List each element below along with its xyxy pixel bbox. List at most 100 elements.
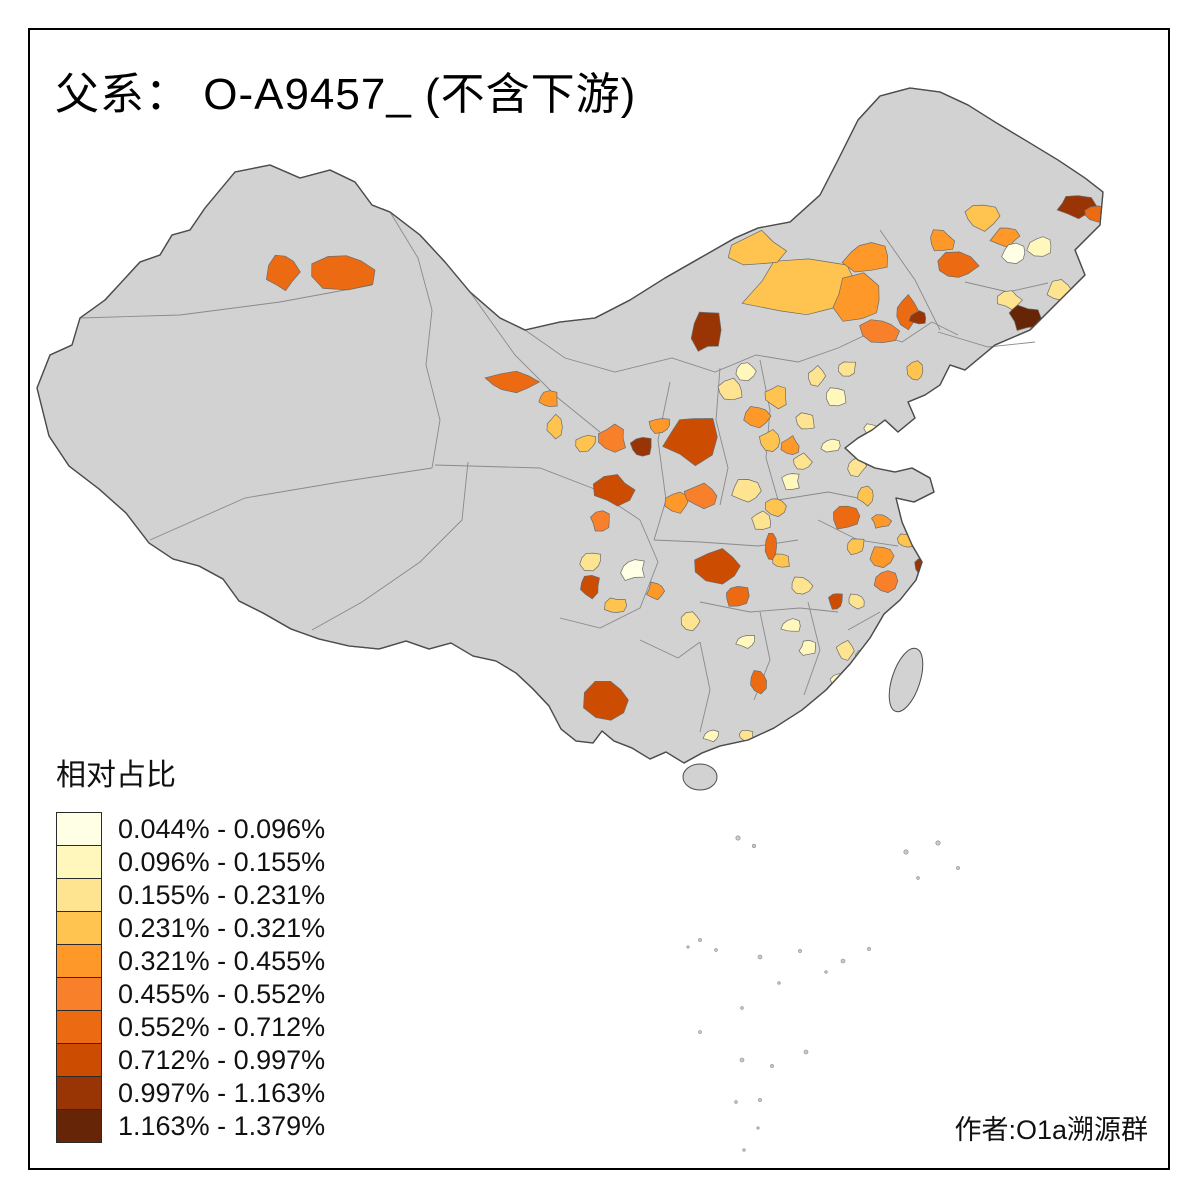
map-region xyxy=(727,229,788,266)
map-region xyxy=(1026,236,1052,257)
map-region xyxy=(846,538,865,556)
map-region xyxy=(997,290,1024,311)
map-region xyxy=(808,365,827,387)
map-region xyxy=(781,473,800,491)
map-region xyxy=(791,727,806,739)
legend-swatch xyxy=(56,812,102,846)
map-region xyxy=(683,482,718,510)
map-region xyxy=(841,242,888,273)
map-region xyxy=(741,258,860,316)
map-region xyxy=(726,586,750,607)
legend-item: 0.455% - 0.552% xyxy=(56,977,325,1011)
map-region xyxy=(598,423,626,453)
map-region xyxy=(484,370,541,394)
legend-items: 0.044% - 0.096% 0.096% - 0.155% 0.155% - 0… xyxy=(56,812,325,1143)
legend-label: 1.163% - 1.379% xyxy=(118,1110,326,1141)
legend-item: 0.044% - 0.096% xyxy=(56,812,325,846)
map-region xyxy=(717,377,743,401)
map-region xyxy=(311,255,376,291)
legend-swatch xyxy=(56,1043,102,1077)
south-china-sea-islands xyxy=(686,835,960,1152)
map-region xyxy=(662,418,718,467)
map-region xyxy=(964,204,1001,232)
legend-swatch xyxy=(56,845,102,879)
map-region xyxy=(266,254,301,292)
map-region xyxy=(791,576,814,595)
hainan-island xyxy=(682,763,718,791)
map-region xyxy=(793,452,813,470)
map-region xyxy=(780,435,800,455)
map-region xyxy=(579,552,602,572)
map-region xyxy=(538,390,558,408)
map-region xyxy=(758,429,781,452)
map-region xyxy=(664,491,689,514)
legend-swatch xyxy=(56,1109,102,1143)
map-region xyxy=(751,510,771,530)
taiwan-island xyxy=(888,647,924,713)
map-region xyxy=(764,385,787,410)
map-region xyxy=(648,418,671,434)
legend-label: 0.455% - 0.552% xyxy=(118,978,326,1009)
map-region xyxy=(646,581,666,601)
map-region xyxy=(798,640,816,656)
map-region xyxy=(859,319,901,344)
legend-label: 0.155% - 0.231% xyxy=(118,879,326,910)
map-region xyxy=(930,229,955,252)
legend-swatch xyxy=(56,878,102,912)
province-borders xyxy=(79,211,1049,733)
map-region xyxy=(702,729,720,743)
china-mainland xyxy=(36,87,1104,764)
legend-item: 0.712% - 0.997% xyxy=(56,1043,325,1077)
legend-swatch xyxy=(56,977,102,1011)
map-region xyxy=(735,635,756,649)
map-region xyxy=(735,362,757,382)
map-region xyxy=(835,639,855,661)
attribution: 作者:O1a溯源群 xyxy=(954,1115,1148,1145)
legend-label: 0.552% - 0.712% xyxy=(118,1011,326,1042)
map-region xyxy=(848,593,865,610)
map-region xyxy=(795,412,815,430)
map-region xyxy=(837,361,857,377)
legend-item: 0.096% - 0.155% xyxy=(56,845,325,879)
map-region xyxy=(873,570,899,593)
map-region xyxy=(908,310,927,325)
legend-label: 0.231% - 0.321% xyxy=(118,912,326,943)
map-region xyxy=(690,311,722,352)
legend-label: 0.096% - 0.155% xyxy=(118,846,326,877)
map-region xyxy=(580,575,600,600)
legend-label: 0.044% - 0.096% xyxy=(118,813,326,844)
map-region xyxy=(583,680,629,721)
legend-swatch xyxy=(56,1010,102,1044)
map-region xyxy=(871,514,893,529)
map-title: 父系： O-A9457_ (不含下游) xyxy=(55,70,637,119)
map-region xyxy=(694,548,741,585)
map-region xyxy=(833,505,861,530)
map-region xyxy=(731,479,762,503)
map-region xyxy=(1001,242,1026,264)
legend-title: 相对占比 xyxy=(56,759,176,792)
map-region xyxy=(629,437,652,457)
legend-item: 0.231% - 0.321% xyxy=(56,911,325,945)
colored-prefectures xyxy=(266,195,1103,743)
legend-label: 0.712% - 0.997% xyxy=(118,1044,326,1075)
legend-item: 0.155% - 0.231% xyxy=(56,878,325,912)
map-region xyxy=(743,406,772,429)
legend-item: 1.163% - 1.379% xyxy=(56,1109,325,1143)
legend-label: 0.321% - 0.455% xyxy=(118,945,326,976)
legend-label: 0.997% - 1.163% xyxy=(118,1077,326,1108)
legend-swatch xyxy=(56,1076,102,1110)
map-region xyxy=(592,474,636,507)
legend-item: 0.997% - 1.163% xyxy=(56,1076,325,1110)
map-region xyxy=(546,413,563,440)
map-region xyxy=(828,593,843,610)
map-region xyxy=(604,597,627,613)
legend-item: 0.321% - 0.455% xyxy=(56,944,325,978)
map-region xyxy=(772,553,790,568)
map-region xyxy=(869,546,895,568)
map-region xyxy=(780,618,801,632)
map-region xyxy=(765,498,787,517)
map-region xyxy=(750,670,767,695)
legend-swatch xyxy=(56,944,102,978)
legend: 相对占比 0.044% - 0.096% 0.096% - 0.155% 0.155… xyxy=(56,750,325,1143)
map-region xyxy=(937,251,980,278)
